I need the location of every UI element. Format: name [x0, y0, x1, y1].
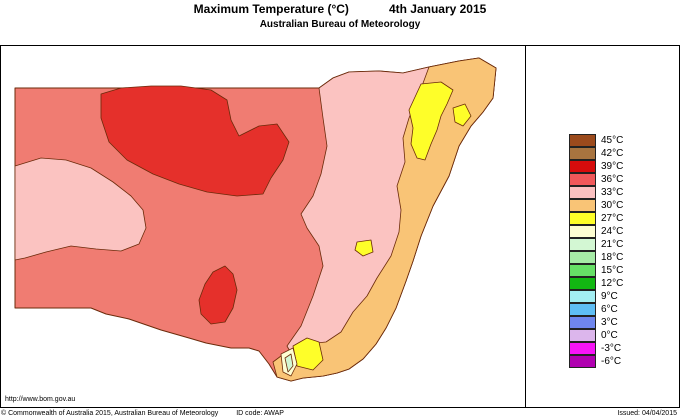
map-title: Maximum Temperature (°C) 4th January 2015 [0, 2, 680, 16]
legend-label: 36°C [601, 174, 624, 185]
legend-item: 42°C [569, 147, 649, 160]
legend-swatch [569, 251, 596, 264]
legend-label: 15°C [601, 265, 624, 276]
legend-item: 24°C [569, 225, 649, 238]
legend-label: 6°C [601, 304, 618, 315]
id-code: ID code: AWAP [236, 410, 284, 417]
title-text: Maximum Temperature (°C) [193, 2, 349, 16]
legend-swatch [569, 264, 596, 277]
temperature-map [14, 57, 497, 382]
legend-swatch [569, 173, 596, 186]
northeast-patch-27c [452, 103, 472, 127]
temperature-legend: 45°C 42°C 39°C 36°C 33°C 30°C 27°C 24°C 21°C 18°C… [569, 134, 649, 368]
legend-swatch [569, 186, 596, 199]
legend-swatch [569, 134, 596, 147]
northwest-hot-core-39c [100, 85, 290, 197]
legend-label: -3°C [601, 343, 622, 354]
west-region-33c [14, 157, 147, 261]
legend-swatch [569, 238, 596, 251]
legend-item: 9°C [569, 290, 649, 303]
source-url: http://www.bom.gov.au [5, 396, 76, 403]
southeast-highlands-27c [292, 337, 324, 371]
alpine-region-21c [284, 353, 294, 373]
legend-item: 39°C [569, 160, 649, 173]
legend-item: 3°C [569, 316, 649, 329]
legend-label: 21°C [601, 239, 624, 250]
legend-label: -6°C [601, 356, 622, 367]
title-date: 4th January 2015 [388, 2, 487, 16]
legend-item: 33°C [569, 186, 649, 199]
legend-item: 21°C [569, 238, 649, 251]
legend-label: 9°C [601, 291, 618, 302]
legend-label: 39°C [601, 161, 624, 172]
legend-swatch [569, 212, 596, 225]
legend-item: 45°C [569, 134, 649, 147]
legend-item: 6°C [569, 303, 649, 316]
legend-item: 12°C [569, 277, 649, 290]
legend-swatch [569, 342, 596, 355]
legend-swatch [569, 199, 596, 212]
legend-label: 3°C [601, 317, 618, 328]
legend-item: 15°C [569, 264, 649, 277]
legend-item: 18°C [569, 251, 649, 264]
southern-hot-spot-39c [198, 265, 238, 325]
legend-swatch [569, 277, 596, 290]
legend-swatch [569, 225, 596, 238]
legend-swatch [569, 147, 596, 160]
coast-region-30c [272, 57, 497, 382]
legend-label: 12°C [601, 278, 624, 289]
central-patch-27c [354, 239, 374, 257]
legend-label: 45°C [601, 135, 624, 146]
copyright-line: © Commonwealth of Australia 2015, Austra… [1, 410, 284, 417]
legend-swatch [569, 316, 596, 329]
legend-item: -3°C [569, 342, 649, 355]
map-panel [0, 45, 526, 408]
legend-label: 18°C [601, 252, 624, 263]
legend-label: 33°C [601, 187, 624, 198]
legend-item: -6°C [569, 355, 649, 368]
legend-item: 27°C [569, 212, 649, 225]
issued-date: Issued: 04/04/2015 [617, 410, 677, 417]
legend-swatch [569, 355, 596, 368]
legend-label: 24°C [601, 226, 624, 237]
legend-item: 0°C [569, 329, 649, 342]
legend-panel: 45°C 42°C 39°C 36°C 33°C 30°C 27°C 24°C 21°C 18°C… [526, 45, 680, 408]
legend-swatch [569, 160, 596, 173]
legend-label: 0°C [601, 330, 618, 341]
legend-label: 42°C [601, 148, 624, 159]
copyright-text: © Commonwealth of Australia 2015, Austra… [1, 410, 219, 417]
map-subtitle: Australian Bureau of Meteorology [259, 19, 421, 30]
legend-label: 27°C [601, 213, 624, 224]
legend-swatch [569, 290, 596, 303]
legend-swatch [569, 329, 596, 342]
north-highlands-27c [408, 81, 454, 161]
legend-label: 30°C [601, 200, 624, 211]
legend-item: 30°C [569, 199, 649, 212]
legend-swatch [569, 303, 596, 316]
legend-item: 36°C [569, 173, 649, 186]
